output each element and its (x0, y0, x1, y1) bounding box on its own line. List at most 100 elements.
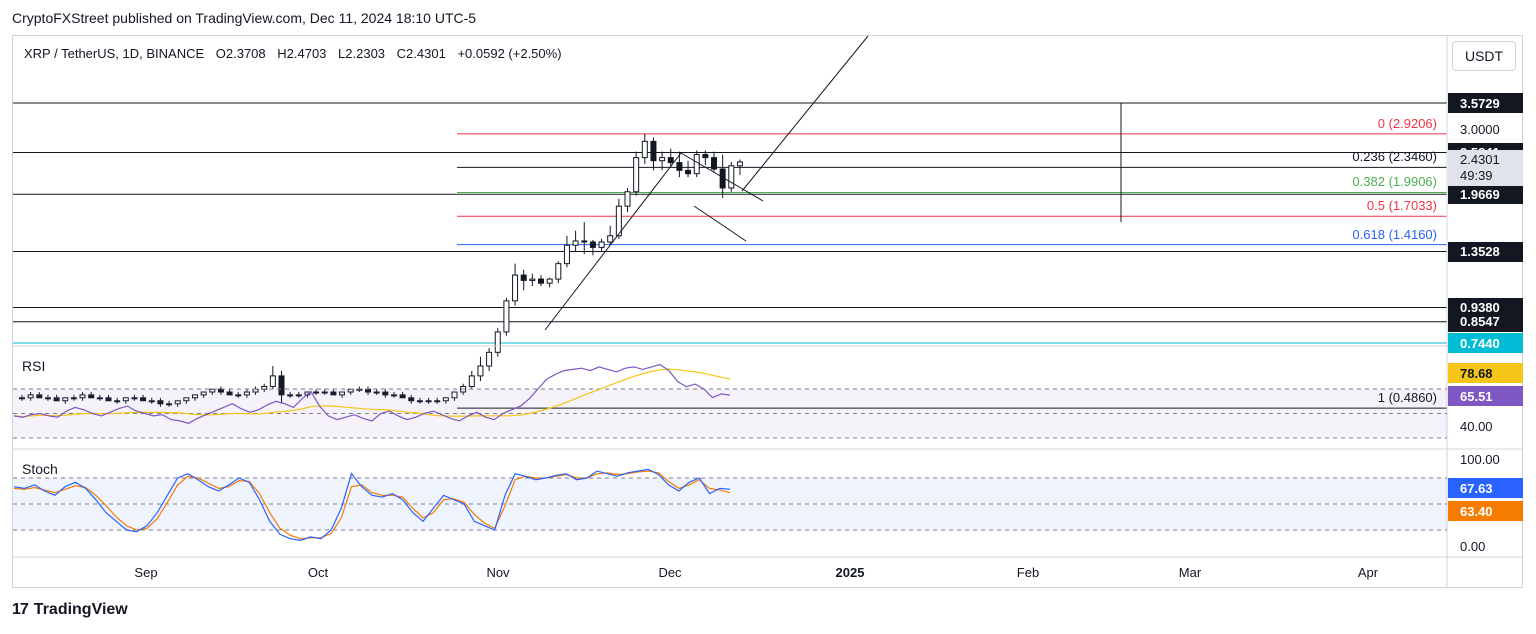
candle-body (589, 241, 596, 248)
candle-body (287, 394, 294, 397)
candle-body (313, 391, 320, 394)
candle-body (390, 394, 397, 397)
tradingview-logo-icon: 17 (12, 601, 29, 618)
stoch-pane-title: Stoch (22, 461, 58, 477)
candle-body (659, 157, 666, 162)
candle-body (122, 397, 129, 402)
candle-body (468, 375, 475, 387)
rsi-ma-line (13, 368, 731, 418)
candle-body (321, 391, 328, 394)
fib-level-label: 0.236 (2.3460) (1352, 149, 1437, 165)
candle-body (131, 397, 138, 400)
brand-name: TradingView (33, 601, 128, 618)
publisher-line: CryptoFXStreet published on TradingView.… (12, 10, 477, 26)
candle-body (399, 394, 406, 399)
x-axis-tick: Dec (658, 565, 682, 580)
close-value: C2.4301 (396, 46, 446, 61)
wedge-upper-line (680, 152, 764, 202)
candle-body (88, 394, 95, 399)
candle-body (243, 391, 250, 396)
candle-body (442, 397, 449, 402)
candle-body (209, 388, 216, 393)
candle-body (736, 161, 743, 167)
candle-body (728, 165, 735, 189)
candle-body (148, 400, 155, 403)
trendline-rise (544, 152, 682, 331)
candle-body (650, 140, 657, 162)
candle-body (520, 274, 527, 281)
change-value: +0.0592 (+2.50%) (457, 46, 562, 61)
candle-body (330, 391, 337, 396)
candle-body (200, 391, 207, 396)
rsi-line (13, 363, 731, 424)
candle-body (278, 375, 285, 396)
candle-body (563, 244, 570, 265)
candle-body (685, 169, 692, 175)
candle-body (295, 394, 302, 397)
currency-button[interactable]: USDT (1452, 41, 1516, 71)
fib-level-label: 0.5 (1.7033) (1366, 198, 1437, 214)
stoch-d-badge: 63.40 (1448, 501, 1523, 521)
x-axis-tick: Nov (486, 565, 510, 580)
candle-body (373, 391, 380, 394)
candle-body (183, 397, 190, 402)
rsi-pane-title: RSI (22, 358, 46, 374)
candle-body (451, 391, 458, 399)
candle-body (702, 154, 709, 159)
rsi-value-badge: 65.51 (1448, 386, 1523, 406)
rsi-axis-label: 40.00 (1460, 419, 1493, 434)
candle-body (174, 400, 181, 405)
candle-body (269, 375, 276, 387)
price-badge: 0.7440 (1448, 333, 1523, 353)
candle-body (711, 157, 717, 170)
candle-body (192, 394, 198, 399)
last-price-value: 2.4301 (1460, 151, 1500, 167)
symbol-name[interactable]: XRP / TetherUS, 1D, BINANCE (24, 46, 205, 61)
high-value: H2.4703 (277, 46, 327, 61)
candle-body (105, 397, 112, 402)
stoch-k-line (13, 468, 731, 542)
candle-body (598, 241, 605, 248)
price-badge: 0.8547 (1448, 311, 1523, 332)
candle-body (676, 162, 683, 171)
candle-body (624, 191, 631, 207)
candle-body (36, 394, 43, 399)
candle-body (217, 388, 224, 393)
stoch-axis-top: 100.00 (1460, 452, 1500, 467)
candle-body (615, 205, 622, 237)
last-price-badge: 2.4301 49:39 (1448, 149, 1523, 186)
open-value: O2.3708 (215, 46, 266, 61)
candle-body (53, 397, 60, 402)
candle-body (555, 263, 562, 280)
price-axis-label: 3.0000 (1460, 121, 1500, 137)
candle-body (96, 397, 103, 400)
wedge-lower-line (693, 205, 747, 242)
candle-body (538, 278, 544, 284)
low-value: L2.2303 (338, 46, 386, 61)
x-axis-tick: Feb (1016, 565, 1040, 580)
candle-body (408, 397, 415, 402)
candle-body (44, 397, 51, 400)
candle-body (434, 400, 441, 403)
candle-body (667, 157, 674, 164)
candle-body (477, 365, 484, 377)
candle-body (494, 331, 501, 353)
candle-body (27, 394, 34, 399)
candle-body (382, 391, 389, 396)
stoch-k-badge: 67.63 (1448, 478, 1523, 498)
candle-body (339, 391, 346, 396)
x-axis-tick: Apr (1357, 565, 1379, 580)
candle-body (529, 278, 536, 281)
candle-body (235, 394, 242, 397)
candle-body (79, 394, 86, 399)
x-axis-tick: Oct (307, 565, 329, 580)
candle-body (693, 154, 700, 175)
candle-body (641, 140, 648, 159)
candle-body (572, 240, 579, 246)
price-badge: 1.3528 (1448, 241, 1523, 262)
tradingview-brand[interactable]: 17 TradingView (12, 601, 128, 619)
candle-body (633, 157, 640, 193)
stoch-axis-bottom: 0.00 (1460, 539, 1486, 554)
candle-body (70, 397, 77, 400)
